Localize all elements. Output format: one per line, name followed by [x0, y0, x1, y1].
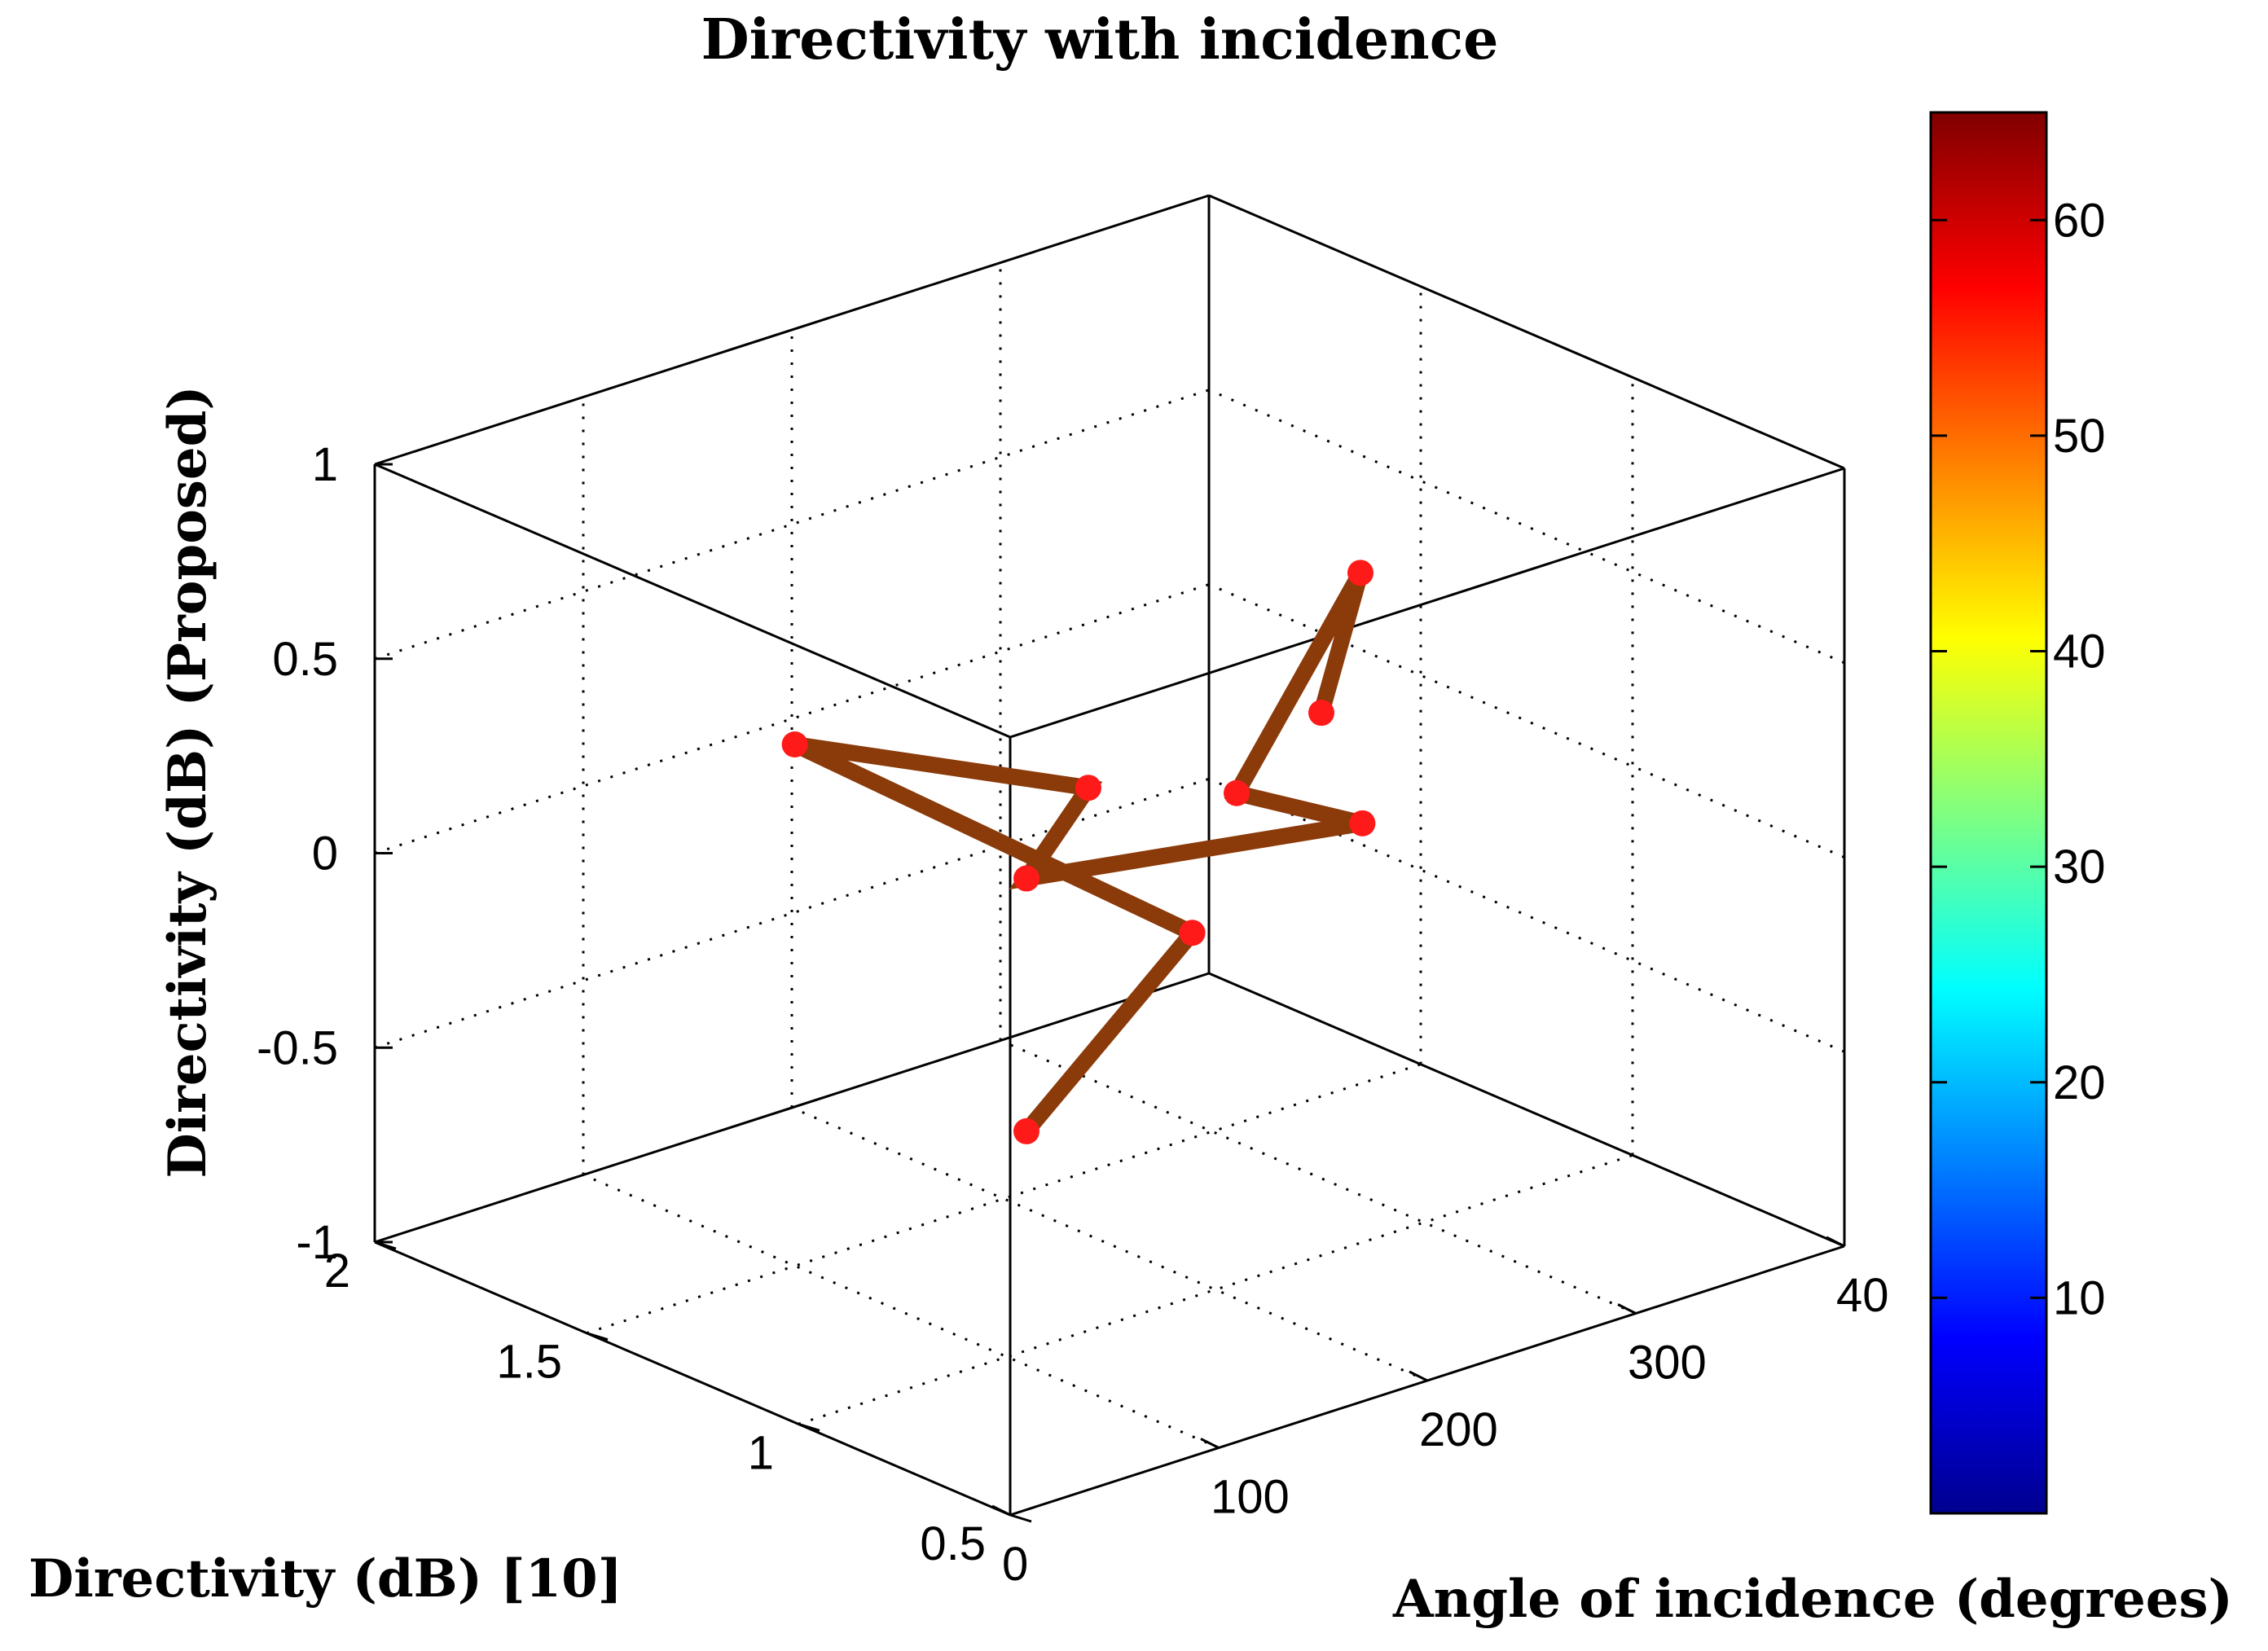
- z-tick-label: -0.5: [257, 1021, 338, 1074]
- z-tick-label: -1: [296, 1216, 338, 1269]
- y-tick-mark: [798, 1422, 820, 1432]
- y-tick-label: 0.5: [920, 1517, 986, 1570]
- axes-box-edge: [374, 194, 1210, 466]
- y-tick-label: 1: [748, 1426, 774, 1479]
- data-point-marker: [1013, 865, 1040, 892]
- y-axis-label: Directivity (dB) [10]: [29, 1548, 622, 1609]
- z-axis-label: Directivity (dB) (Proposed): [157, 385, 218, 1178]
- colorbar-gradient: [1929, 111, 2048, 1515]
- axes-box-edge: [1009, 467, 1845, 739]
- axes-box-edge: [374, 463, 1011, 739]
- x-tick-label: 300: [1628, 1337, 1707, 1390]
- grid-line-floor-y: [586, 1063, 1422, 1335]
- axes-box: [373, 194, 1846, 1517]
- data-point-marker: [1075, 775, 1101, 801]
- data-point-marker: [781, 731, 808, 757]
- x-tick-label: 0: [1002, 1538, 1028, 1591]
- x-tick-label: 200: [1419, 1403, 1498, 1456]
- colorbar-tick-label: 20: [2053, 1056, 2106, 1109]
- axes-box-edge: [1208, 972, 1845, 1248]
- x-tick-mark: [991, 1504, 1011, 1517]
- data-series: [781, 560, 1376, 1144]
- grid-line-sidewall-z: [1208, 777, 1845, 1053]
- data-point-marker: [1347, 560, 1374, 586]
- z-tick-label: 0: [312, 828, 338, 880]
- grid-line-floor-x: [582, 1174, 1220, 1449]
- colorbar-tick-label: 30: [2053, 841, 2106, 894]
- series-line: [791, 569, 1369, 1137]
- z-tick-label: 0.5: [272, 633, 338, 686]
- colorbar-tick-label: 40: [2053, 626, 2106, 678]
- axes-box-edge: [374, 1240, 1011, 1517]
- colorbar: 10 20 30 40 50 60: [1929, 111, 2106, 1515]
- grid-line-backwall-z: [374, 389, 1210, 661]
- z-tick-label: 1: [312, 438, 338, 491]
- x-tick-mark: [1617, 1303, 1637, 1315]
- chart-title: Directivity with incidence: [701, 7, 1499, 72]
- x-tick-mark: [1409, 1370, 1428, 1382]
- grid-line-backwall-z: [374, 583, 1210, 854]
- x-tick-mark: [1826, 1236, 1845, 1248]
- y-tick-mark: [586, 1332, 609, 1341]
- data-point-marker: [1179, 920, 1206, 946]
- data-point-marker: [1349, 810, 1376, 836]
- colorbar-tick-label: 10: [2053, 1271, 2106, 1324]
- colorbar-tick-label: 50: [2053, 410, 2106, 463]
- y-tick-mark: [1009, 1513, 1032, 1523]
- data-point-marker: [1224, 779, 1250, 806]
- x-axis-label: Angle of incidence (degrees): [1392, 1569, 2233, 1630]
- data-point-marker: [1308, 700, 1334, 727]
- axes-box-edge: [1208, 194, 1845, 470]
- grid-line-floor-x: [1000, 1039, 1637, 1315]
- grid-line-floor-x: [791, 1106, 1428, 1382]
- colorbar-tick-label: 60: [2053, 194, 2106, 247]
- tick-labels: 0 100 200 300 40 0.5 1 1.5 2-1 -0.5 0 0.5 1: [257, 438, 1888, 1591]
- grid-line-sidewall-z: [1208, 389, 1845, 665]
- axes-box-edge: [374, 972, 1210, 1244]
- y-tick-label: 2: [324, 1245, 350, 1298]
- x-tick-label: 100: [1211, 1471, 1290, 1524]
- y-tick-label: 1.5: [496, 1336, 562, 1389]
- grid-lines: [374, 262, 1845, 1449]
- data-point-marker: [1013, 1117, 1040, 1144]
- grid-line-floor-y: [798, 1153, 1633, 1425]
- tick-marks: [374, 463, 1845, 1523]
- x-tick-label: 40: [1836, 1269, 1889, 1322]
- x-tick-mark: [1200, 1438, 1220, 1449]
